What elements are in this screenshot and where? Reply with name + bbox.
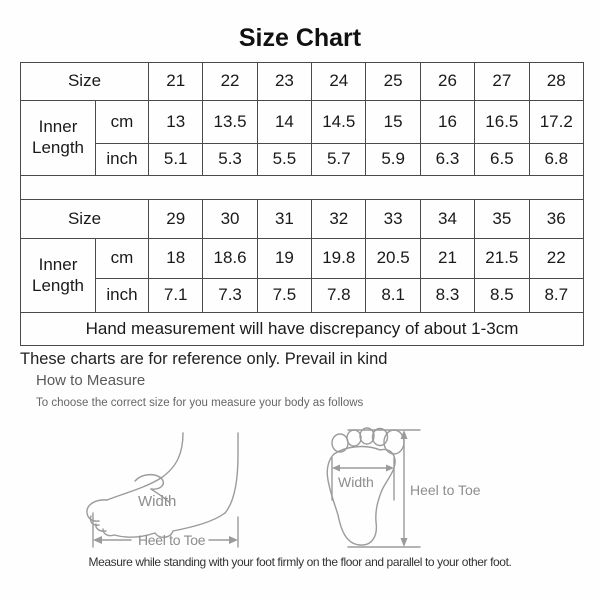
foot-big-toe (86, 499, 108, 522)
inch-row-2: inch 7.1 7.3 7.5 7.8 8.1 8.3 8.5 8.7 (21, 278, 585, 313)
inch-unit-label: inch (94, 278, 150, 313)
size-cell: 23 (256, 62, 313, 101)
inch-cell: 6.8 (528, 143, 585, 176)
size-cell: 32 (311, 199, 367, 239)
inch-cell: 5.5 (256, 143, 313, 176)
size-cell: 28 (528, 62, 585, 101)
inch-cell: 7.8 (311, 278, 367, 313)
arrow-left-icon (332, 464, 340, 472)
arrow-up-icon (400, 430, 408, 439)
cm-unit-label: cm (94, 238, 150, 279)
width-leader-line (150, 488, 171, 504)
cm-cell: 16.5 (474, 100, 530, 144)
arrow-left-icon (93, 536, 102, 544)
foot-sole-line (113, 512, 226, 538)
heel-to-toe-label-side: Heel to Toe (138, 532, 206, 548)
cm-cell: 17.2 (528, 100, 585, 144)
footprint-toe (359, 427, 375, 445)
size-cell: 31 (256, 199, 313, 239)
measure-footnote: Measure while standing with your foot fi… (88, 555, 512, 569)
foot-toe (95, 523, 107, 532)
cm-row-1: Inner Length cm 13 13.5 14 14.5 15 16 16… (20, 100, 585, 176)
cm-cell: 21.5 (474, 238, 530, 279)
size-cell: 34 (419, 199, 476, 239)
size-header: Size (19, 199, 150, 239)
inch-cell: 6.3 (419, 143, 476, 176)
size-header: Size (19, 62, 150, 101)
cm-cell: 15 (365, 100, 421, 144)
cm-cell: 14 (256, 100, 313, 144)
inch-cell: 8.1 (365, 278, 421, 313)
cm-cell: 14.5 (311, 100, 367, 144)
footprint-diagram (326, 427, 421, 548)
cm-cell: 21 (419, 238, 476, 279)
inner-length-header: Inner Length (20, 100, 96, 176)
inch-cell: 7.3 (202, 278, 258, 313)
size-cell: 36 (528, 199, 585, 239)
inch-cell: 6.5 (474, 143, 530, 176)
size-row-1: Size 21 22 23 24 25 26 27 28 (19, 62, 585, 101)
inch-cell: 8.5 (474, 278, 530, 313)
inch-cell: 7.5 (256, 278, 313, 313)
size-cell: 21 (148, 62, 204, 101)
width-label-side: Width (138, 493, 177, 510)
cm-cell: 19 (256, 238, 313, 279)
foot-toe (102, 528, 115, 537)
cm-cell: 16 (419, 100, 476, 144)
inch-cell: 8.7 (528, 278, 585, 313)
spacer-row (20, 175, 584, 200)
size-table: Size 21 22 23 24 25 26 27 28 Inner Lengt… (19, 62, 585, 346)
size-cell: 26 (419, 62, 476, 101)
how-to-measure-instruction: To choose the correct size for you measu… (36, 397, 364, 409)
arrow-right-icon (229, 536, 238, 544)
cm-cell: 22 (528, 238, 585, 279)
cm-row-2: Inner Length cm 18 18.6 19 19.8 20.5 21 … (20, 238, 585, 313)
width-girth-loop (134, 474, 164, 490)
size-cell: 35 (474, 199, 530, 239)
footprint-toe (346, 429, 362, 447)
cm-cell: 19.8 (311, 238, 367, 279)
inch-row-1: inch 5.1 5.3 5.5 5.7 5.9 6.3 6.5 6.8 (21, 143, 585, 176)
inch-cell: 8.3 (419, 278, 476, 313)
how-to-measure-heading: How to Measure (36, 372, 146, 389)
footprint-toe (371, 427, 389, 447)
disclaimer-text: These charts are for reference only. Pre… (20, 350, 388, 368)
inch-unit-label: inch (94, 143, 150, 176)
size-cell: 33 (365, 199, 421, 239)
size-cell: 22 (202, 62, 258, 101)
size-cell: 27 (474, 62, 530, 101)
foot-instep-line (106, 432, 184, 501)
size-row-2: Size 29 30 31 32 33 34 35 36 (19, 199, 585, 239)
size-cell: 29 (148, 199, 204, 239)
spacer-cell (20, 175, 584, 200)
inch-cell: 7.1 (148, 278, 204, 313)
cm-cell: 20.5 (365, 238, 421, 279)
cm-cell: 13.5 (202, 100, 258, 144)
inch-cell: 5.7 (311, 143, 367, 176)
inch-cell: 5.9 (365, 143, 421, 176)
inner-length-header: Inner Length (20, 238, 96, 313)
footprint-outline (326, 445, 396, 546)
arrow-down-icon (400, 538, 408, 547)
heel-to-toe-label-footprint: Heel to Toe (410, 482, 481, 498)
size-cell: 30 (202, 199, 258, 239)
measurement-note: Hand measurement will have discrepancy o… (20, 312, 584, 346)
size-cell: 25 (365, 62, 421, 101)
foot-side-view-diagram (86, 432, 239, 548)
inch-cell: 5.3 (202, 143, 258, 176)
cm-cell: 18 (148, 238, 204, 279)
page-title: Size Chart (238, 24, 362, 52)
width-label-footprint: Width (338, 474, 374, 490)
cm-unit-label: cm (94, 100, 150, 144)
foot-heel-line (224, 432, 239, 514)
note-row: Hand measurement will have discrepancy o… (20, 312, 584, 346)
arrow-right-icon (386, 464, 394, 472)
size-cell: 24 (311, 62, 367, 101)
inch-cell: 5.1 (148, 143, 204, 176)
foot-toe (89, 515, 100, 526)
cm-cell: 13 (148, 100, 204, 144)
cm-cell: 18.6 (202, 238, 258, 279)
